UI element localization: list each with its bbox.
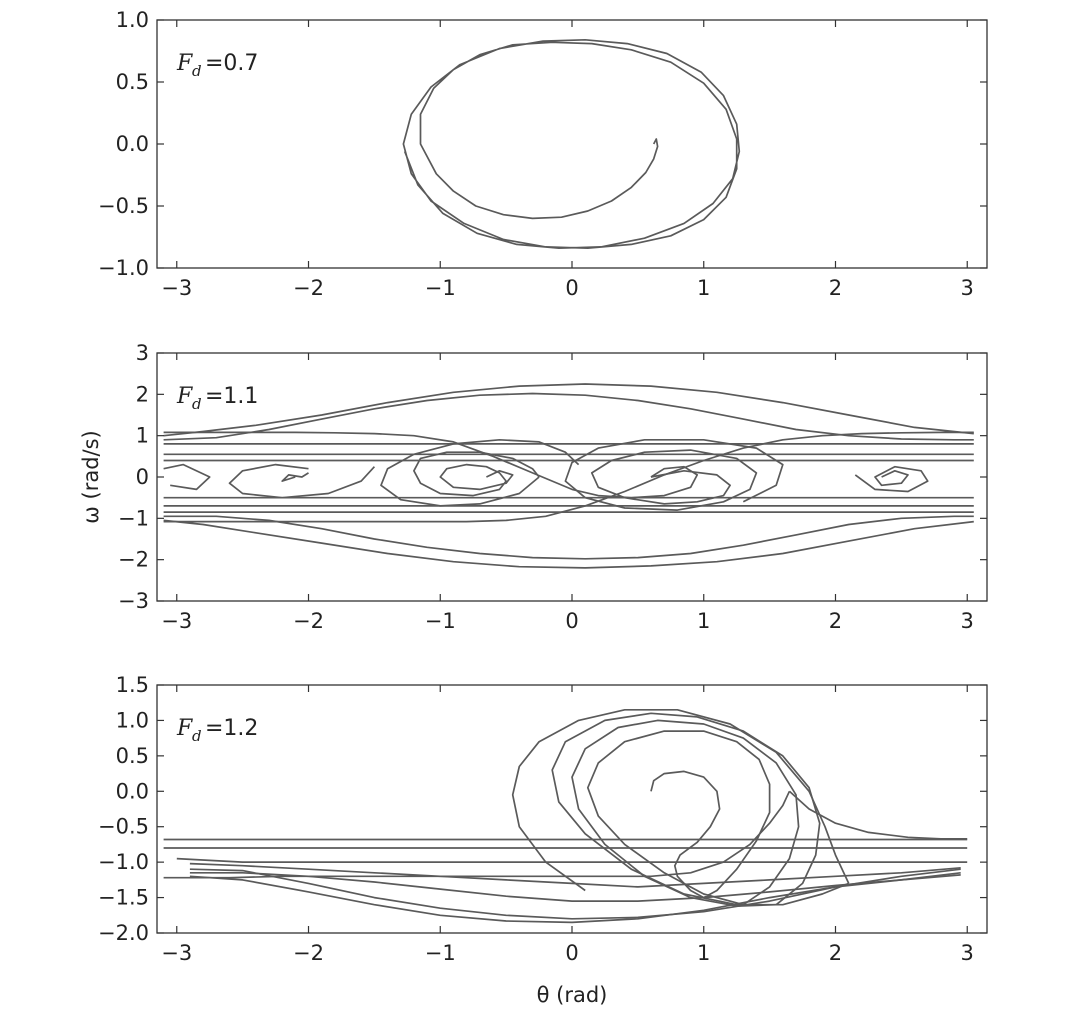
x-tick-label: 2 [829, 941, 842, 965]
x-tick-label: 0 [565, 941, 578, 965]
x-tick-label: 1 [697, 276, 710, 300]
plot-frame [156, 19, 988, 269]
x-tick-label: −1 [425, 941, 456, 965]
x-tick-label: −1 [425, 276, 456, 300]
plot-frame [156, 684, 988, 934]
y-tick-label: 1.0 [116, 8, 149, 32]
y-tick-label: −3 [118, 589, 149, 613]
y-tick-label: 3 [136, 341, 149, 365]
x-tick-label: 1 [697, 609, 710, 633]
y-tick-label: 1.0 [116, 708, 149, 732]
x-tick-label: −2 [293, 941, 324, 965]
y-tick-label: −1.0 [98, 256, 149, 280]
x-tick-label: 0 [565, 609, 578, 633]
trajectory-segment [564, 438, 784, 511]
panel-fd-1.2: −3 −2 −1 0 1 2 3 −2.0 −1.5 −1.0 −0.5 0.0 0.5 1.0 1.5 F d… [98, 673, 988, 965]
trajectory-segment [650, 770, 721, 899]
y-tick-label: 2 [136, 382, 149, 406]
x-tick-label: 2 [829, 609, 842, 633]
y-tick-label: −0.5 [98, 815, 149, 839]
annotation-subscript: d [192, 62, 202, 80]
trajectory-segment [163, 431, 974, 523]
x-tick-label: −1 [425, 609, 456, 633]
annotation-symbol: F [176, 716, 193, 741]
x-tick-label: 3 [961, 941, 974, 965]
trajectory-segment [854, 465, 929, 493]
trajectory-segment [163, 463, 211, 491]
x-axis-label: θ (rad) [537, 983, 608, 1007]
trajectory-segment [163, 519, 974, 569]
x-tick-label: −3 [161, 276, 192, 300]
y-tick-label: 0.5 [116, 744, 149, 768]
y-axis-label: ω (rad/s) [79, 430, 103, 524]
y-tick-label: 0.0 [116, 779, 149, 803]
annotation-subscript: d [192, 395, 202, 413]
annotation-value: =1.1 [205, 384, 258, 409]
trajectory-segment [163, 515, 974, 560]
trajectory-segment [189, 874, 961, 924]
annotation-value: =1.2 [205, 716, 258, 741]
trajectory-segment [380, 438, 580, 507]
trajectory-segment [163, 383, 974, 437]
y-tick-label: −0.5 [98, 194, 149, 218]
trajectory-segment [551, 712, 850, 906]
trajectory-segment [163, 790, 791, 879]
x-tick-label: −2 [293, 609, 324, 633]
y-tick-label: 0.0 [116, 132, 149, 156]
annotation-symbol: F [176, 51, 193, 76]
panel-fd-0.7: −3 −2 −1 0 1 2 3 −1.0 −0.5 0.0 0.5 1.0 F d =0.7 [98, 8, 988, 300]
trajectory-segment [571, 719, 800, 907]
y-tick-label: 0 [136, 465, 149, 489]
x-tick-label: −3 [161, 609, 192, 633]
trajectory-segment [586, 730, 771, 906]
y-tick-label: 0.5 [116, 70, 149, 94]
trajectory-segment [228, 463, 376, 499]
trajectory-segment [163, 431, 699, 499]
y-tick-label: 1 [136, 424, 149, 448]
y-tick-label: 1.5 [116, 673, 149, 697]
x-tick-label: 2 [829, 276, 842, 300]
trajectory-segment [788, 790, 968, 840]
trajectory-segment [189, 862, 961, 888]
x-tick-label: 3 [961, 276, 974, 300]
trajectory-segment [413, 451, 540, 497]
annotation-subscript: d [192, 727, 202, 745]
x-tick-label: −3 [161, 941, 192, 965]
y-tick-label: −2 [118, 548, 149, 572]
y-tick-label: −1.0 [98, 850, 149, 874]
y-tick-label: −1.5 [98, 886, 149, 910]
trajectory-segment [163, 392, 974, 441]
x-tick-label: −2 [293, 276, 324, 300]
x-tick-label: 0 [565, 276, 578, 300]
panel-fd-1.1: −3 −2 −1 0 1 2 3 −3 −2 −1 0 1 2 3 F d =1.1 [118, 341, 988, 633]
annotation-value: =0.7 [205, 51, 258, 76]
y-tick-label: −2.0 [98, 921, 149, 945]
trajectory-segment [281, 472, 309, 482]
x-tick-label: 3 [961, 609, 974, 633]
plot-frame [156, 352, 988, 602]
x-tick-label: 1 [697, 941, 710, 965]
trajectory-segment [402, 38, 741, 250]
annotation-symbol: F [176, 384, 193, 409]
trajectory-segment [189, 871, 961, 902]
y-tick-label: −1 [118, 506, 149, 530]
trajectory-segment [176, 857, 968, 863]
